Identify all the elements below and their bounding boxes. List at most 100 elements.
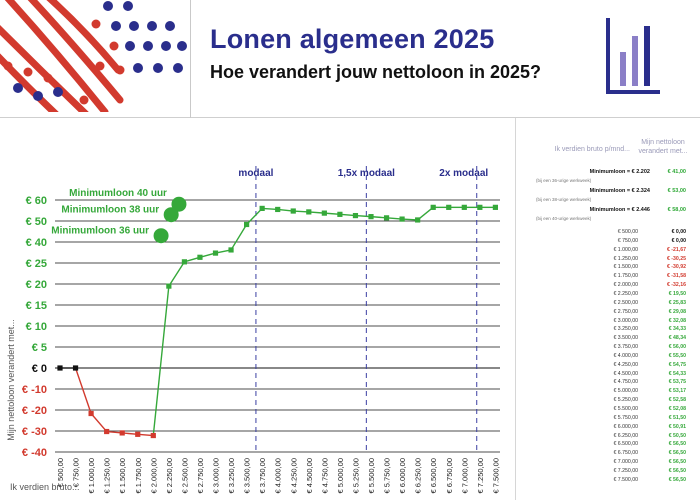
table-cell-bruto: € 6.750,00 [613,450,638,457]
x-tick-label: € 1.250,00 [103,458,112,493]
table-cell-change: € -30,25 [666,255,686,262]
table-cell-change: € 19,50 [668,290,686,297]
table-cell-bruto: € 2.000,00 [613,282,638,289]
table-row: € 1.250,00 € -30,25 [520,256,696,264]
table-cell-change: € 52,08 [668,406,686,412]
table-cell-change: € 34,33 [668,326,686,333]
table-cell-change: € 54,75 [668,361,686,368]
minimum-wage-row-note: (bij een 38-urige werkweek) [536,197,592,202]
data-point [57,365,63,371]
series-line-segment [152,286,170,436]
table-cell-change: € 56,50 [668,467,686,474]
table-cell-bruto: € 5.500,00 [613,406,638,412]
table-cell-change: € 29,08 [668,308,686,315]
minimum-wage-row-label: Minimumloon = € 2.324 [589,188,650,194]
data-point [197,254,203,260]
table-cell-change: € 52,58 [668,397,686,404]
header-divider [190,0,191,118]
series-line-segment [230,224,248,251]
y-tick-label: € 10 [26,321,47,333]
data-point [368,214,374,220]
x-tick-label: € 2.250,00 [165,458,174,493]
data-point [119,430,125,436]
bar-chart-logo-icon [606,18,660,94]
data-point [337,211,343,217]
x-tick-label: € 7.500,00 [491,458,500,493]
minimum-wage-row-value: € 58,00 [667,207,686,213]
table-cell-change: € 56,50 [668,459,686,466]
x-tick-label: € 7.000,00 [460,458,469,493]
table-row: € 7.000,00 € 56,50 [520,459,696,467]
panel-divider [515,118,516,500]
y-tick-label: € -10 [22,384,47,396]
table-cell-bruto: € 1.000,00 [613,246,638,253]
x-tick-label: € 5.250,00 [351,458,360,493]
data-point [259,205,265,211]
x-tick-label: € 1.750,00 [134,458,143,493]
minimum-wage-label: Minimumloon 40 uur [69,188,167,199]
table-row: € 750,00 € 0,00 [520,238,696,246]
table-cell-change: € 50,50 [668,432,686,439]
table-cell-bruto: € 6.250,00 [613,432,638,439]
x-tick-label: € 2.000,00 [149,458,158,493]
table-cell-bruto: € 6.000,00 [613,423,638,430]
table-cell-change: € 0,00 [671,229,686,235]
data-point [352,212,359,219]
data-point [181,259,187,265]
table-row: € 2.750,00 € 29,08 [520,309,696,317]
table-row: € 3.250,00 € 34,33 [520,326,696,334]
table-cell-bruto: € 7.000,00 [613,459,638,466]
reference-line-label: modaal [238,168,273,179]
table-row: € 5.250,00 € 52,58 [520,397,696,405]
y-tick-label: € 25 [26,258,47,270]
data-point [150,432,156,439]
table-row: € 6.250,00 € 50,50 [520,433,696,441]
y-tick-label: € 50 [26,216,47,228]
minimum-wage-label: Minimumloon 36 uur [51,226,149,237]
series-line-segment [168,261,185,287]
table-row: € 1.500,00 € -30,92 [520,264,696,272]
table-cell-bruto: € 1.250,00 [613,255,638,262]
data-point [212,250,219,256]
table-cell-bruto: € 4.250,00 [613,361,638,368]
table-row: € 6.500,00 € 56,50 [520,441,696,449]
table-cell-bruto: € 4.500,00 [613,370,638,377]
x-tick-label: € 500,00 [56,458,65,487]
table-cell-bruto: € 3.500,00 [613,335,638,342]
table-row: € 2.250,00 € 19,50 [520,291,696,299]
page-subtitle: Hoe verandert jouw nettoloon in 2025? [210,62,542,82]
minimum-wage-row-note: (bij een 36-urige werkweek) [536,178,592,183]
data-point [104,428,110,435]
x-tick-label: € 7.250,00 [476,458,485,493]
data-point [492,204,498,210]
x-tick-label: € 6.000,00 [398,458,407,493]
table-cell-change: € 51,50 [668,414,686,421]
table-row: € 4.500,00 € 54,33 [520,371,696,379]
y-axis-label: Mijn nettoloon verandert met... [6,319,16,441]
table-cell-change: € 53,17 [668,388,686,395]
table-cell-bruto: € 3.000,00 [613,317,638,324]
table-cell-bruto: € 6.500,00 [613,441,638,448]
table-cell-change: € 0,00 [671,237,686,244]
table-row: € 1.750,00 € -31,58 [520,273,696,281]
x-tick-label: € 2.500,00 [180,458,189,493]
table-row: € 2.000,00 € -32,16 [520,282,696,290]
data-point [477,204,483,210]
table-header: Ik verdien bruto p/mnd... Mijn nettoloon… [520,134,696,168]
data-point [399,216,405,222]
x-tick-label: € 5.000,00 [336,458,345,493]
data-point [430,204,436,210]
x-axis-label: Ik verdien bruto... [10,482,80,492]
minimum-wage-row: Minimumloon = € 2.446 € 58,00 [520,207,696,217]
table-row: € 7.500,00 € 56,50 [520,477,696,485]
decorative-pattern [0,0,187,112]
minimum-wage-row: Minimumloon = € 2.324 € 53,00 [520,188,696,198]
minimum-wage-row-label: Minimumloon = € 2.202 [589,169,650,175]
table-row: € 6.750,00 € 56,50 [520,450,696,458]
table-cell-change: € -32,16 [666,282,686,289]
x-tick-label: € 4.000,00 [274,458,283,493]
x-tick-label: € 1.500,00 [118,458,127,493]
page-header: Lonen algemeen 2025 Hoe verandert jouw n… [0,0,700,118]
x-tick-label: € 750,00 [72,458,81,487]
table-cell-bruto: € 5.250,00 [613,397,638,404]
